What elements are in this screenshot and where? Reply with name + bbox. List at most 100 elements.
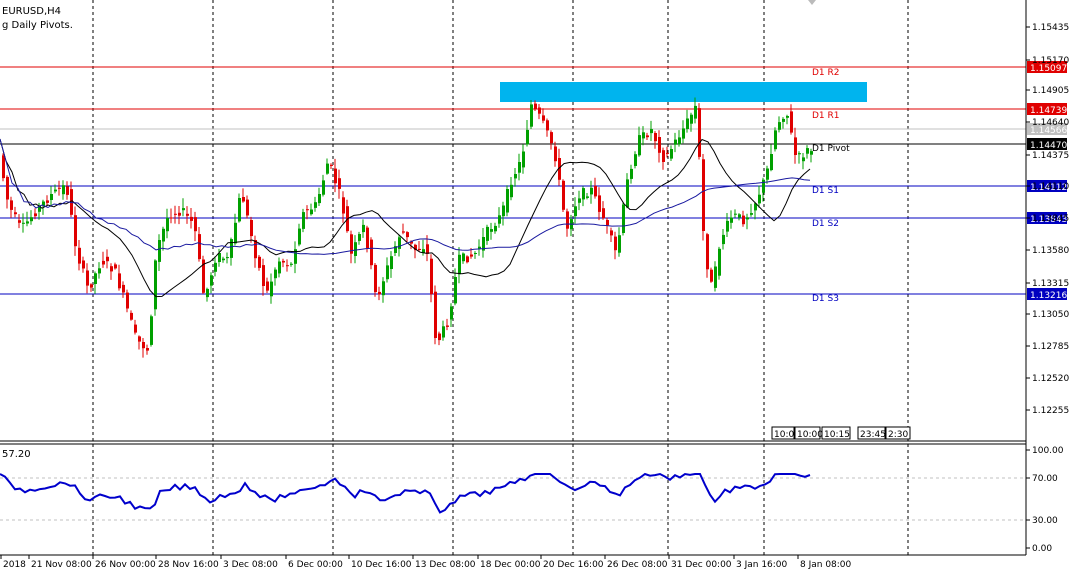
candle-body (130, 312, 133, 320)
candle-body (530, 104, 533, 127)
candle-body (790, 111, 793, 133)
candle-body (674, 139, 677, 145)
candle-body (398, 237, 401, 249)
candle-body (466, 256, 469, 263)
candle-body (806, 148, 809, 154)
price-tick-label: 1.15170 (1032, 56, 1069, 66)
candle-body (266, 281, 269, 291)
candle-body (362, 224, 365, 233)
pivot-label: D1 S2 (812, 219, 839, 229)
candle-body (494, 225, 497, 232)
time-tick-label: 3 Jan 16:00 (736, 560, 788, 570)
pivot-label: D1 Pivot (812, 144, 850, 154)
candle-body (598, 195, 601, 212)
symbol-label: EURUSD,H4 (2, 6, 61, 17)
candle-body (214, 262, 217, 272)
session-label: 10:00 (797, 430, 823, 440)
candle-body (322, 180, 325, 195)
session-label: 10:15 (824, 430, 850, 440)
time-axis: 2018 21 Nov 08:00 26 Nov 00:00 28 Nov 16:00… (0, 555, 852, 570)
candle-body (110, 266, 113, 272)
candle-body (406, 232, 409, 238)
pivot-label: D1 R2 (812, 68, 840, 78)
candle-body (514, 174, 517, 179)
candle-body (26, 221, 29, 224)
candle-body (438, 333, 441, 341)
candle-body (270, 281, 273, 297)
candle-body (646, 135, 649, 138)
candle-body (422, 249, 425, 253)
candle-body (650, 129, 653, 134)
candle-body (758, 194, 761, 204)
price-tick-label: 1.14375 (1032, 151, 1069, 161)
candle-body (538, 107, 541, 114)
candle-body (342, 197, 345, 214)
candle-body (770, 154, 773, 171)
session-box (885, 426, 911, 440)
candle-body (550, 132, 553, 144)
candle-body (162, 228, 165, 242)
candle-body (230, 239, 233, 258)
candle-body (146, 348, 149, 351)
oscillator-tick-label: 30.00 (1032, 516, 1058, 526)
candle-body (334, 168, 337, 184)
candle-body (434, 291, 437, 338)
candle-body (446, 325, 449, 327)
candle-body (546, 120, 549, 131)
session-box (771, 426, 795, 440)
candle-body (330, 164, 333, 166)
candle-body (678, 137, 681, 145)
oscillator-tick-label: 70.00 (1032, 474, 1058, 484)
resistance-zone-box[interactable] (500, 82, 867, 102)
candle-body (590, 187, 593, 195)
candle-body (658, 137, 661, 153)
candle-body (18, 220, 21, 223)
candle-body (414, 244, 417, 251)
candle-body (74, 215, 77, 247)
candle-body (314, 202, 317, 208)
candlesticks (2, 97, 813, 358)
chart-shift-marker-icon[interactable] (808, 0, 816, 5)
candle-body (254, 240, 257, 259)
price-tick-label: 1.12785 (1032, 342, 1069, 352)
candle-body (366, 227, 369, 249)
session-label: 10:00 (774, 430, 800, 440)
price-tick-label: 1.14905 (1032, 86, 1069, 96)
candle-body (610, 230, 613, 236)
candle-body (350, 234, 353, 254)
candle-body (418, 248, 421, 250)
candle-body (178, 212, 181, 216)
candle-body (2, 155, 5, 179)
oscillator-line (0, 472, 811, 514)
candle-body (238, 198, 241, 222)
candle-body (138, 336, 141, 342)
candle-body (442, 326, 445, 338)
candle-body (698, 108, 701, 157)
candle-body (102, 260, 105, 265)
candle-body (198, 234, 201, 260)
moving-average-slow (0, 138, 811, 255)
pivot-label: D1 S1 (812, 186, 839, 196)
candle-body (82, 260, 85, 269)
candle-body (654, 133, 657, 142)
candle-body (558, 158, 561, 180)
candle-body (282, 260, 285, 263)
candle-body (42, 201, 45, 206)
session-box (794, 426, 821, 440)
candle-body (378, 291, 381, 295)
candle-body (794, 137, 797, 155)
candle-body (702, 159, 705, 231)
candle-body (226, 257, 229, 259)
candle-body (626, 179, 629, 208)
candle-body (98, 268, 101, 274)
candle-body (542, 115, 545, 121)
candle-body (666, 152, 669, 154)
candle-body (638, 135, 641, 156)
price-tick-label: 1.14110 (1032, 182, 1069, 192)
candle-body (606, 220, 609, 226)
candle-body (370, 239, 373, 266)
candle-body (722, 234, 725, 245)
session-label: 2:30 (888, 430, 908, 440)
candle-body (694, 105, 697, 119)
